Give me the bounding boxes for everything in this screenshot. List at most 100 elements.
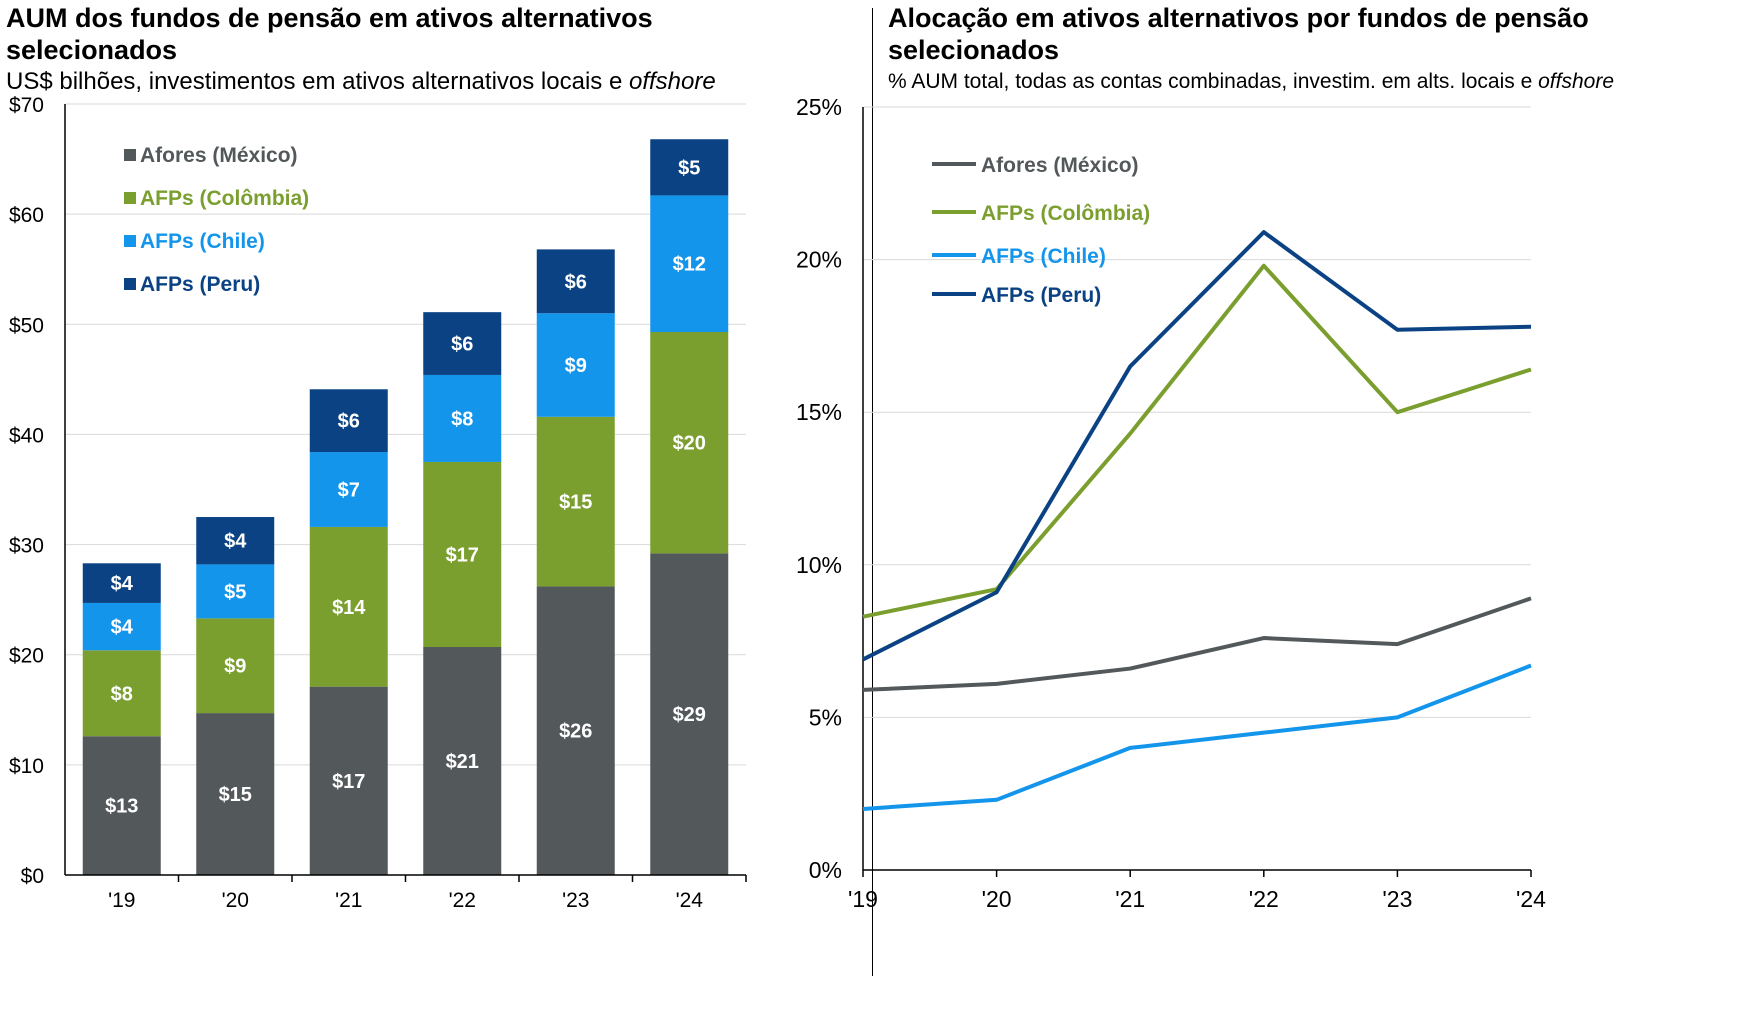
left-subtitle-italic: offshore [628,68,716,95]
bar-segment-afps-chile [196,564,275,619]
bar-data-label: $7 [338,480,360,502]
bar-legend-swatch [124,149,136,161]
bar-segment-afps-peru [650,139,729,196]
bar-x-tick-label: '21 [335,889,362,912]
bar-segment-afores-mexico [423,647,502,875]
bar-data-label: $9 [565,355,587,377]
bar-data-label: $29 [673,704,706,726]
line-x-tick-label: '22 [1249,886,1279,912]
bar-data-label: $5 [224,581,246,603]
bar-segment-afores-mexico [82,736,161,875]
bar-legend-swatch [124,192,136,204]
bar-data-label: $14 [332,597,366,619]
bar-segment-afps-chile [82,602,161,651]
line-y-tick-label: 15% [796,399,842,425]
bar-data-label: $13 [105,796,138,818]
stacked-bar-chart: $0 $10 $20 $30 $40 $50 $60 $70 $13 $8 $4 $4 '19 $15 $9… [9,94,747,912]
bar-segment-afps-peru [196,517,275,565]
line-x-tick-label: '19 [848,886,878,912]
line-y-tick-label: 5% [809,704,842,730]
bar-data-label: $20 [673,433,706,455]
bar-y-tick-label: $0 [21,865,44,888]
right-chart-title: Alocação em ativos alternativos por fund… [888,3,1589,65]
right-chart-subtitle: % AUM total, todas as contas combinadas,… [888,68,1614,96]
left-subtitle-text: US$ bilhões, investimentos em ativos alt… [6,68,629,95]
bar-data-label: $9 [224,656,246,678]
bar-segment-afps-peru [536,249,615,314]
bar-segment-afps-peru [423,312,502,375]
bar-legend-label: Afores (México) [140,144,298,167]
line-legend-label: AFPs (Peru) [981,284,1101,307]
line-y-tick-label: 25% [796,94,842,120]
bar-x-tick-label: '24 [676,889,704,912]
bar-y-tick-label: $50 [9,314,44,337]
bar-x-tick-label: '19 [108,889,135,912]
bar-data-label: $6 [451,334,473,356]
bar-y-tick-label: $30 [9,535,44,558]
bar-y-tick-label: $10 [9,755,44,778]
bar-data-label: $15 [559,492,592,514]
bar-y-tick-label: $60 [9,204,44,227]
line-y-tick-label: 10% [796,552,842,578]
line-series-afores-mexico [862,596,1532,692]
line-series-afps-chile [862,663,1532,811]
bar-data-label: $6 [338,411,360,433]
bar-segment-afores-mexico [196,713,275,875]
bar-segment-afps-chile [309,452,388,527]
line-legend-label: AFPs (Colômbia) [981,202,1150,225]
line-x-tick-label: '24 [1516,886,1546,912]
bar-data-label: $4 [111,617,134,639]
bar-segment-afps-colombia [196,618,275,714]
bar-data-label: $21 [446,751,479,773]
bar-segment-afps-colombia [536,416,615,587]
right-subtitle-text: % AUM total, todas as contas combinadas,… [888,70,1539,93]
line-legend-label: Afores (México) [981,154,1139,177]
bar-segment-afps-chile [650,195,729,332]
bar-data-label: $26 [559,721,592,743]
left-chart-subtitle: US$ bilhões, investimentos em ativos alt… [6,68,716,96]
bar-segment-afores-mexico [309,686,388,875]
bar-data-label: $17 [332,771,365,793]
bar-y-tick-label: $40 [9,424,44,447]
bar-data-label: $17 [446,544,479,566]
bar-segment-afps-peru [82,563,161,603]
bar-legend-label: AFPs (Peru) [140,273,260,296]
line-x-tick-label: '21 [1115,886,1145,912]
bar-y-tick-label: $70 [9,94,44,117]
line-y-tick-label: 0% [809,857,842,883]
bar-segment-afores-mexico [536,586,615,875]
bar-segment-afps-colombia [309,526,388,687]
bar-x-tick-label: '23 [562,889,589,912]
bar-data-label: $6 [565,271,587,293]
bar-legend-swatch [124,235,136,247]
bar-segment-afps-chile [536,313,615,417]
bar-data-label: $5 [678,157,700,179]
line-series-afps-peru [862,230,1532,662]
bar-segment-afps-peru [309,389,388,453]
panel-divider [872,8,873,976]
bar-data-label: $8 [451,408,473,430]
right-subtitle-italic: offshore [1538,70,1615,93]
line-x-tick-label: '23 [1382,886,1412,912]
bar-segment-afores-mexico [650,553,729,875]
line-legend-label: AFPs (Chile) [981,245,1106,268]
left-chart-title: AUM dos fundos de pensão em ativos alter… [6,3,653,65]
bar-x-tick-label: '20 [222,889,249,912]
bar-segment-afps-chile [423,374,502,462]
bar-segment-afps-colombia [82,650,161,737]
bar-segment-afps-colombia [650,331,729,554]
bar-legend-swatch [124,278,136,290]
bar-data-label: $12 [673,254,706,276]
bar-data-label: $15 [219,784,252,806]
line-series-afps-colombia [862,263,1532,619]
line-y-tick-label: 20% [796,247,842,273]
bar-y-tick-label: $20 [9,645,44,668]
bar-segment-afps-colombia [423,461,502,648]
bar-data-label: $4 [111,573,134,595]
bar-legend-label: AFPs (Colômbia) [140,187,309,210]
bar-data-label: $4 [224,531,247,553]
line-x-tick-label: '20 [982,886,1012,912]
bar-legend-label: AFPs (Chile) [140,230,265,253]
bar-data-label: $8 [111,683,133,705]
